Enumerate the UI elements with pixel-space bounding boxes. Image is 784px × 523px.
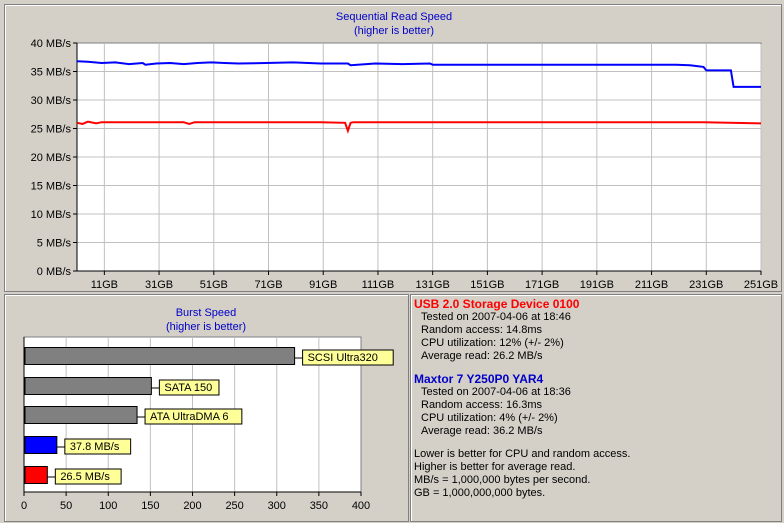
device-cpu-usb: CPU utilization: 12% (+/- 2%) <box>421 337 564 349</box>
bar-label-box <box>54 468 122 485</box>
x-tick-label: 91GB <box>309 279 337 291</box>
x-tick-label: 191GB <box>580 279 614 291</box>
bar-label-box <box>64 438 132 455</box>
note-line: MB/s = 1,000,000 bytes per second. <box>414 474 591 486</box>
device-tested-maxtor: Tested on 2007-04-06 at 18:36 <box>421 386 571 398</box>
bar-label: SCSI Ultra320 <box>308 352 378 364</box>
x-tick-label: 300 <box>268 500 286 512</box>
x-tick-label: 11GB <box>91 279 118 291</box>
x-tick-label: 211GB <box>635 279 668 291</box>
note-line: Higher is better for average read. <box>414 461 576 473</box>
x-tick-label: 150 <box>141 500 159 512</box>
y-tick-label: 0 MB/s <box>37 266 72 278</box>
bar-label-box <box>158 379 220 396</box>
y-tick-label: 40 MB/s <box>31 38 72 50</box>
chart-subtitle: (higher is better) <box>166 321 246 333</box>
x-tick-label: 0 <box>21 500 27 512</box>
y-tick-label: 15 MB/s <box>31 181 72 193</box>
sequential-read-chart: Sequential Read Speed (higher is better) 0… <box>31 11 778 291</box>
device-random-access-usb: Random access: 14.8ms <box>421 324 543 336</box>
x-tick-label: 350 <box>310 500 328 512</box>
x-tick-label: 71GB <box>254 279 282 291</box>
y-tick-label: 20 MB/s <box>31 152 72 164</box>
x-tick-label: 50 <box>60 500 72 512</box>
device-cpu-maxtor: CPU utilization: 4% (+/- 2%) <box>421 412 558 424</box>
device-random-access-maxtor: Random access: 16.3ms <box>421 399 543 411</box>
note-line: Lower is better for CPU and random acces… <box>414 448 631 460</box>
x-tick-label: 31GB <box>145 279 173 291</box>
bar-label: SATA 150 <box>164 382 212 394</box>
bar <box>24 377 152 395</box>
device-name-maxtor: Maxtor 7 Y250P0 YAR4 <box>414 372 544 386</box>
x-tick-label: 231GB <box>689 279 723 291</box>
bar <box>24 347 296 365</box>
bar-label: 26.5 MB/s <box>60 471 110 483</box>
x-tick-label: 171GB <box>525 279 559 291</box>
x-tick-label: 111GB <box>362 279 395 291</box>
device-info-panel <box>410 294 782 522</box>
sequential-read-panel <box>4 4 782 292</box>
note-line: GB = 1,000,000,000 bytes. <box>414 487 546 499</box>
device-tested-usb: Tested on 2007-04-06 at 18:46 <box>421 311 571 323</box>
x-tick-label: 100 <box>99 500 117 512</box>
x-tick-label: 400 <box>352 500 370 512</box>
y-tick-label: 10 MB/s <box>31 209 72 221</box>
x-tick-label: 250 <box>225 500 243 512</box>
notes: Lower is better for CPU and random acces… <box>414 448 774 500</box>
bar <box>24 406 138 424</box>
y-tick-label: 35 MB/s <box>31 67 72 79</box>
series-line-0 <box>76 60 761 88</box>
x-tick-label: 151GB <box>470 279 504 291</box>
chart-title: Burst Speed <box>176 307 237 319</box>
chart-subtitle: (higher is better) <box>354 25 434 37</box>
bar-label: ATA UltraDMA 6 <box>150 411 228 423</box>
y-tick-label: 5 MB/s <box>37 238 72 250</box>
bar-label: 37.8 MB/s <box>70 441 120 453</box>
device-block-maxtor: Maxtor 7 Y250P0 YAR4 Tested on 2007-04-0… <box>414 373 774 438</box>
device-name-usb: USB 2.0 Storage Device 0100 <box>414 297 580 311</box>
bar <box>24 466 48 484</box>
x-tick-label: 200 <box>183 500 201 512</box>
x-tick-label: 51GB <box>200 279 228 291</box>
device-block-usb: USB 2.0 Storage Device 0100 Tested on 20… <box>414 298 774 363</box>
x-tick-label: 251GB <box>744 279 778 291</box>
bar-label-box <box>144 408 243 425</box>
bar <box>24 436 58 454</box>
y-tick-label: 30 MB/s <box>31 95 72 107</box>
series-line-1 <box>76 120 762 134</box>
burst-speed-panel <box>4 294 409 522</box>
x-tick-label: 131GB <box>416 279 450 291</box>
device-average-maxtor: Average read: 36.2 MB/s <box>421 425 543 437</box>
burst-speed-chart: Burst Speed (higher is better) 0 50 100 150 20… <box>21 307 394 512</box>
bar-label-box <box>302 349 394 366</box>
device-average-usb: Average read: 26.2 MB/s <box>421 350 543 362</box>
chart-title: Sequential Read Speed <box>336 11 452 23</box>
device-info: USB 2.0 Storage Device 0100 Tested on 20… <box>414 298 774 500</box>
y-tick-label: 25 MB/s <box>31 124 72 136</box>
